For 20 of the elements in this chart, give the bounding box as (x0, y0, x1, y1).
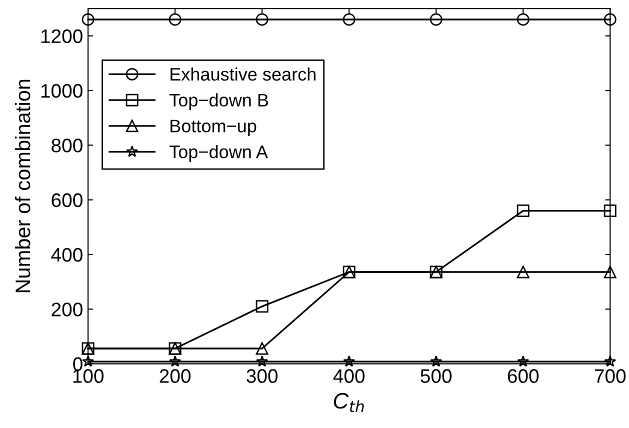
y-tick-label: 600 (52, 193, 82, 208)
y-tick-label: 800 (52, 138, 82, 152)
y-tick-label: 400 (51, 248, 82, 262)
x-tick-label: 700 (594, 369, 626, 383)
legend-label: Bottom−up (170, 120, 256, 136)
legend-label: Exhaustive search (170, 67, 316, 81)
legend-label: Top−down A (170, 145, 268, 162)
y-tick-label: 1000 (41, 84, 82, 98)
x-tick-label: 400 (333, 369, 365, 383)
x-tick-label: 300 (246, 369, 278, 383)
x-tick-label: 200 (160, 369, 191, 383)
y-axis-title: Number of combination (14, 80, 30, 292)
y-tick-label: 1200 (41, 29, 82, 44)
x-tick-label: 100 (73, 369, 104, 383)
y-tick-label: 200 (52, 302, 82, 316)
x-axis-title: C$_{th}$ (334, 392, 364, 412)
x-tick-label: 600 (508, 369, 539, 383)
legend-label: Top−down B (170, 93, 268, 110)
x-tick-label: 500 (420, 369, 452, 383)
y-tick-label: 0 (73, 357, 82, 372)
